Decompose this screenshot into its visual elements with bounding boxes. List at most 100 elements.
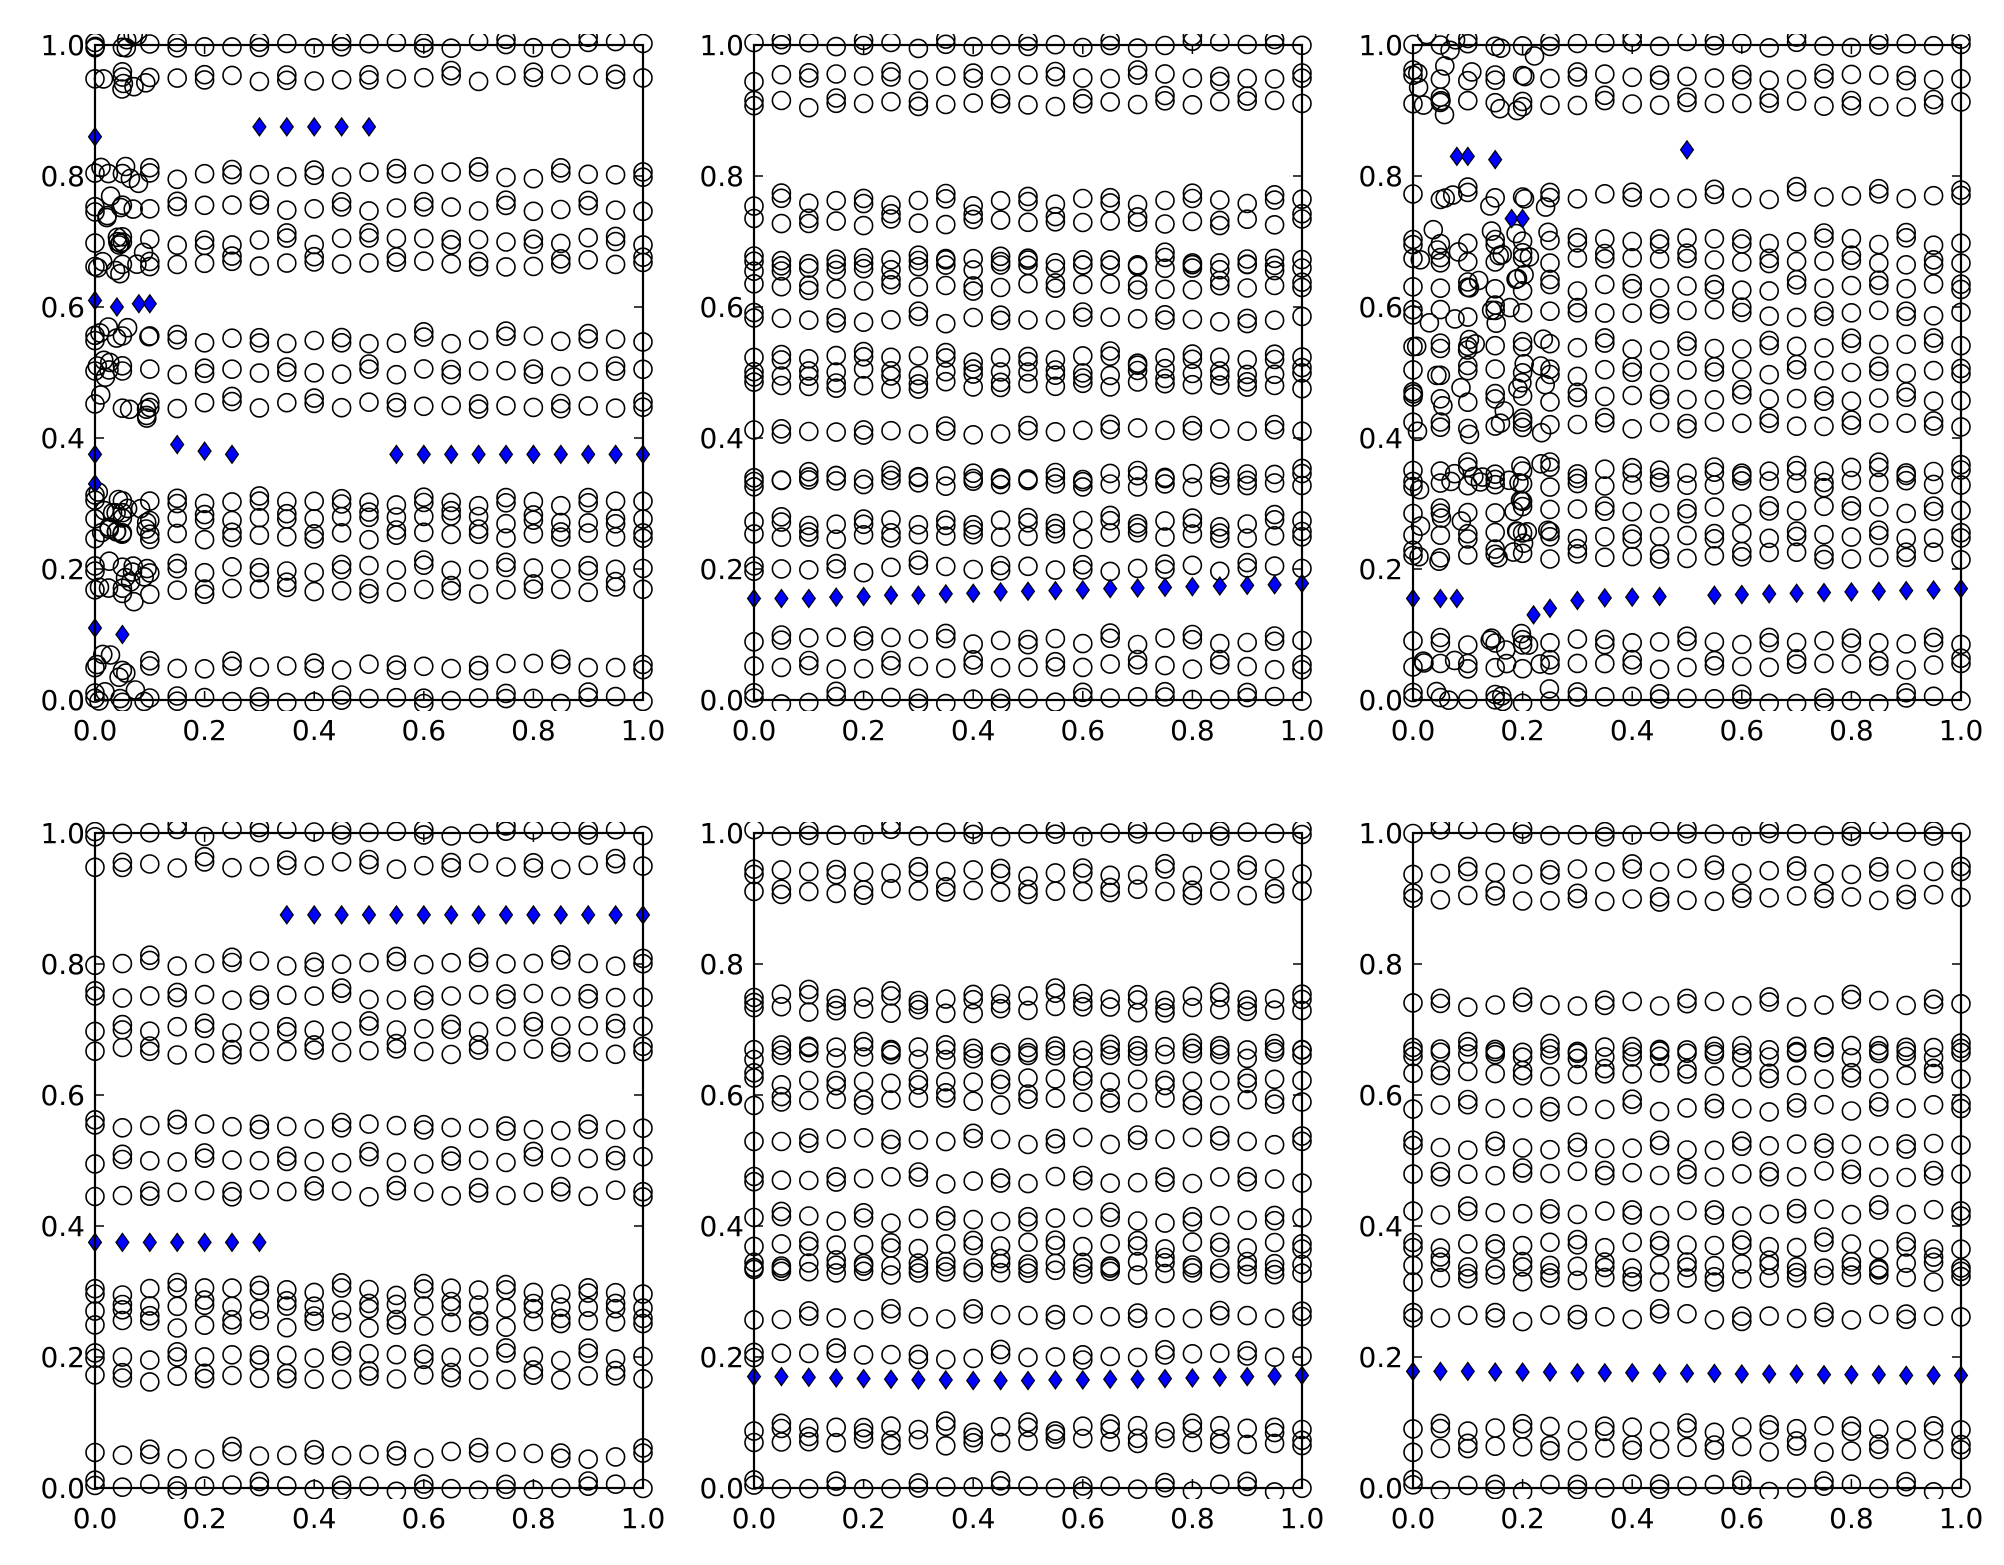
point-hollow (222, 1023, 242, 1043)
point-hollow (1622, 1266, 1642, 1287)
point-hollow (936, 34, 956, 49)
point-hollow (798, 467, 819, 487)
point-hollow (1127, 558, 1148, 579)
point-hollow (468, 162, 489, 182)
point-hollow (277, 692, 297, 711)
point-hollow (1869, 496, 1889, 517)
point-hollow (1237, 1001, 1257, 1022)
point-hollow (1814, 251, 1834, 272)
point-hollow (1759, 501, 1779, 521)
point-hollow (276, 1317, 297, 1338)
point-hollow (826, 1432, 847, 1453)
point-hollow (963, 1262, 984, 1283)
point-hollow (386, 520, 407, 540)
point-hollow (1485, 1239, 1505, 1259)
point-hollow (1732, 863, 1752, 884)
point-hollow (1677, 548, 1697, 569)
point-hollow (1464, 466, 1484, 487)
point-hollow (523, 523, 544, 544)
point-diamond (1212, 576, 1228, 597)
point-hollow (1759, 693, 1779, 711)
point-hollow (771, 64, 792, 85)
point-hollow (222, 492, 242, 512)
point-hollow (276, 200, 297, 220)
point-hollow (550, 254, 571, 274)
point-hollow (1567, 1420, 1588, 1441)
point-hollow (1045, 863, 1066, 883)
point-hollow (1896, 884, 1916, 905)
point-hollow (523, 1365, 544, 1385)
point-hollow (1595, 359, 1615, 380)
point-hollow (1732, 471, 1752, 491)
point-hollow (550, 1016, 571, 1036)
point-hollow (1480, 196, 1500, 216)
point-hollow (386, 34, 407, 53)
point-hollow (1018, 866, 1038, 887)
point-hollow (963, 1348, 984, 1369)
point-hollow (1869, 1258, 1889, 1278)
point-hollow (1182, 508, 1203, 528)
point-diamond (1460, 146, 1476, 167)
point-hollow (1649, 1046, 1670, 1067)
point-hollow (1182, 629, 1203, 650)
point-hollow (605, 559, 626, 580)
point-hollow (605, 1119, 626, 1140)
point-diamond (1789, 583, 1804, 604)
point-hollow (1458, 545, 1478, 565)
point-hollow (1732, 280, 1752, 301)
point-hollow (441, 235, 462, 255)
y-tick-label: 0.6 (699, 291, 744, 324)
point-hollow (1237, 1256, 1257, 1277)
point-hollow (523, 1039, 544, 1059)
point-hollow (194, 953, 215, 974)
point-hollow (1045, 1166, 1066, 1187)
point-hollow (1923, 1247, 1944, 1267)
point-hollow (1759, 88, 1779, 108)
point-hollow (550, 1308, 571, 1329)
point-hollow (276, 1146, 297, 1166)
point-hollow (963, 984, 984, 1005)
point-hollow (1732, 1136, 1752, 1157)
point-hollow (908, 629, 929, 649)
point-hollow (1704, 855, 1725, 875)
y-tick-label: 0.4 (699, 422, 744, 455)
point-hollow (140, 650, 160, 671)
point-hollow (413, 1365, 434, 1385)
point-hollow (413, 522, 434, 543)
point-hollow (1814, 630, 1834, 651)
point-hollow (304, 1151, 325, 1172)
point-hollow (1512, 1163, 1533, 1183)
point-hollow (1841, 1062, 1862, 1083)
point-hollow (1540, 890, 1560, 911)
point-hollow (1018, 1206, 1038, 1227)
point-hollow (1264, 414, 1285, 435)
point-hollow (1018, 248, 1038, 269)
point-hollow (550, 859, 571, 880)
point-hollow (276, 1368, 297, 1389)
point-hollow (441, 1146, 462, 1166)
point-hollow (167, 558, 187, 579)
point-hollow (1018, 470, 1038, 491)
point-hollow (578, 523, 599, 543)
y-tick-label: 0.2 (699, 553, 744, 586)
point-hollow (441, 1367, 462, 1388)
point-hollow (249, 398, 270, 418)
point-hollow (276, 985, 297, 1006)
point-hollow (963, 1043, 984, 1064)
point-hollow (826, 1048, 847, 1068)
point-hollow (1155, 1036, 1175, 1057)
point-hollow (1567, 1479, 1588, 1499)
point-hollow (881, 878, 901, 899)
point-hollow (1786, 1262, 1807, 1283)
point-hollow (1896, 188, 1916, 209)
point-hollow (1786, 1098, 1807, 1118)
point-hollow (413, 555, 434, 576)
point-hollow (496, 1343, 516, 1363)
point-hollow (386, 687, 407, 708)
point-hollow (1459, 424, 1480, 445)
point-hollow (331, 559, 352, 580)
point-hollow (1458, 457, 1478, 478)
point-hollow (990, 1236, 1011, 1256)
point-hollow (249, 822, 270, 838)
point-hollow (413, 1114, 434, 1135)
